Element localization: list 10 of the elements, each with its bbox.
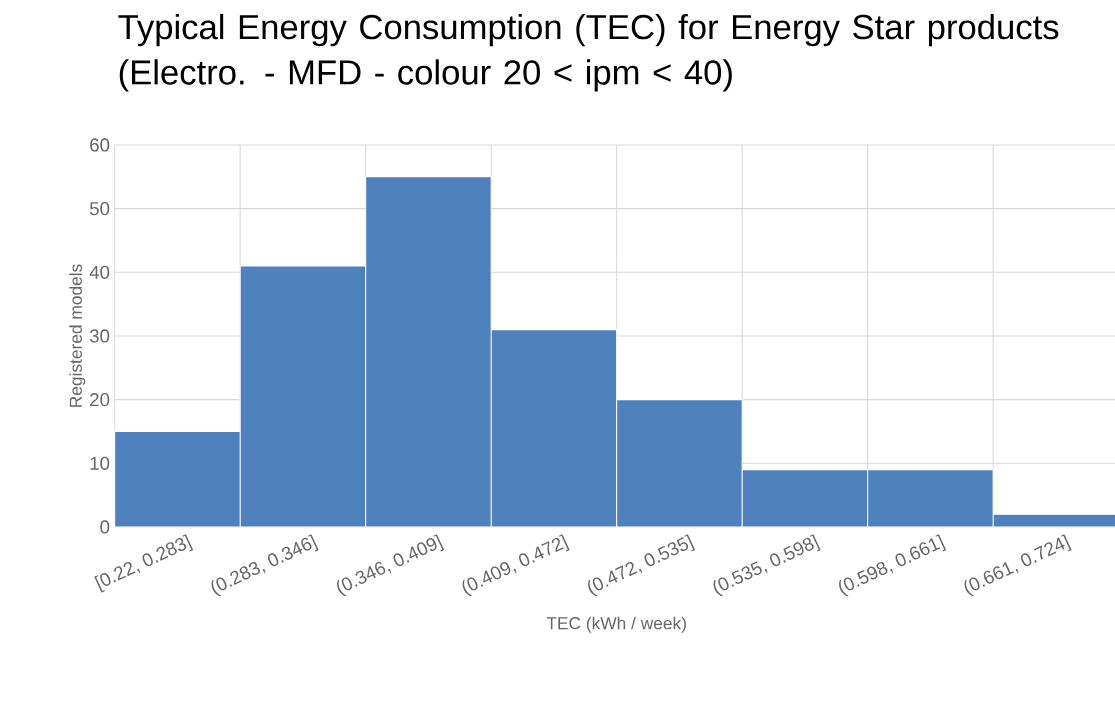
y-tick-label: 30 <box>89 329 110 343</box>
y-tick-label: 50 <box>89 202 110 216</box>
chart-title: Typical Energy Consumption (TEC) for Energy Star products (Electro. - MFD - colour 20 < ipm < 40) <box>118 13 1059 92</box>
y-tick-label: 10 <box>90 456 110 470</box>
y-tick-label: 40 <box>89 265 110 279</box>
y-axis-title: Registered models <box>69 264 86 407</box>
x-axis-title: TEC (kWh / week) <box>546 616 686 633</box>
y-tick-label: 20 <box>90 393 110 407</box>
y-tick-label: 60 <box>90 138 110 152</box>
y-tick-label: 0 <box>100 520 110 534</box>
